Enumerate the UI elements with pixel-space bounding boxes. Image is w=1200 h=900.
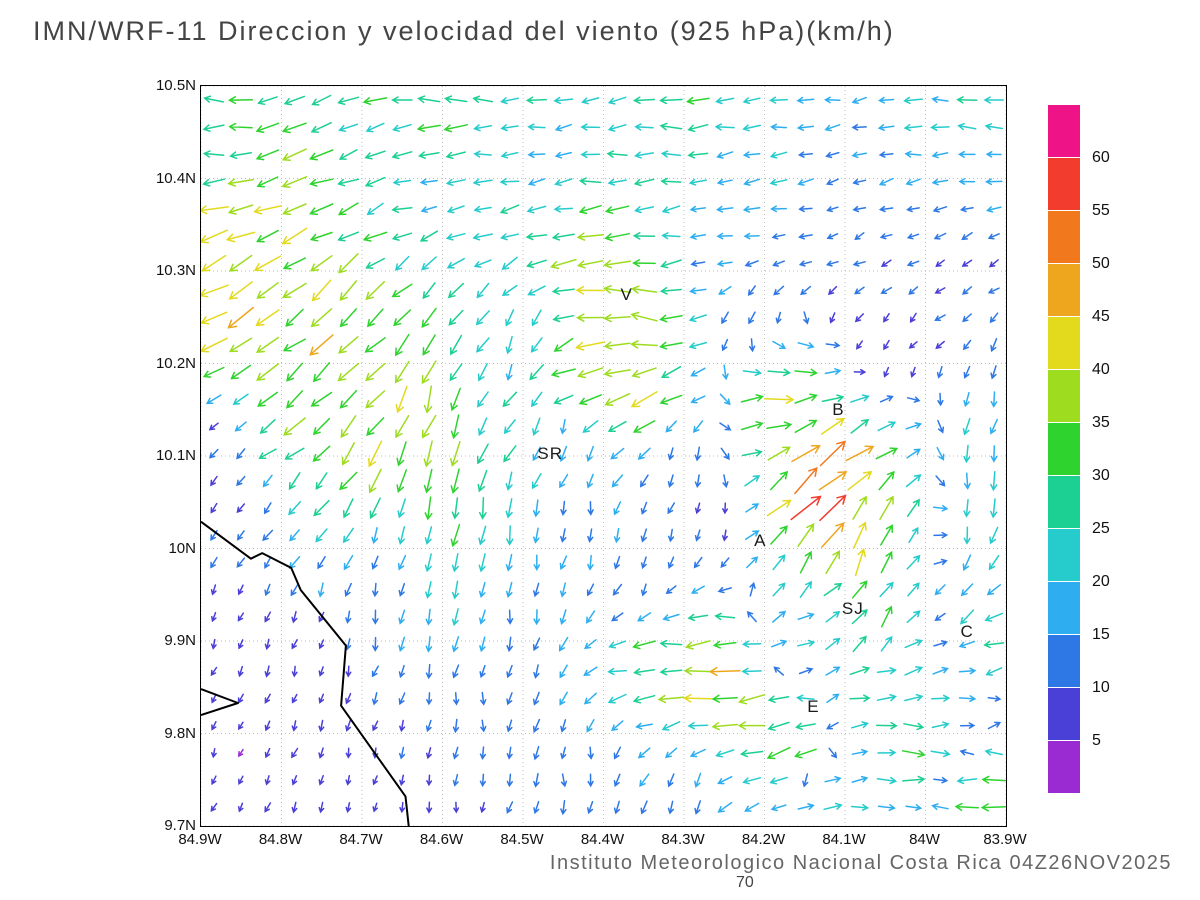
x-axis-tick-label: 84.6W (419, 831, 464, 848)
y-axis-tick-label: 10.5N (155, 77, 196, 94)
colorbar-block (1048, 635, 1080, 687)
colorbar-block (1048, 370, 1080, 422)
x-axis-tick-label: 84.1W (822, 831, 866, 848)
y-axis-tick-label: 10.2N (155, 354, 196, 372)
coastline (201, 520, 410, 826)
x-axis-tick-label: 84.8W (258, 831, 303, 848)
y-axis-tick-label: 10.3N (155, 262, 196, 279)
colorbar-tick-label: 5 (1092, 732, 1101, 749)
station-label: A (754, 530, 767, 550)
footer-credit: Instituto Meteorologico Nacional Costa R… (549, 852, 1172, 874)
y-axis-tick-label: 9.8N (164, 724, 196, 742)
x-axis-tick-label: 84.4W (580, 831, 625, 848)
colorbar-block (1048, 423, 1080, 475)
colorbar-tick-label: 35 (1092, 414, 1110, 431)
colorbar-block (1048, 317, 1080, 369)
colorbar (1048, 105, 1080, 794)
colorbar-block (1048, 211, 1080, 263)
y-axis-tick-label: 10N (168, 539, 196, 557)
x-axis-tick-label: 84.3W (661, 831, 705, 848)
x-axis-tick-label: 84.9W (178, 831, 222, 848)
grid-lines (201, 86, 1006, 826)
colorbar-tick-label: 10 (1092, 679, 1110, 696)
wind-vector-plot (201, 86, 1006, 826)
chart-title: IMN/WRF-11 Direccion y velocidad del vie… (33, 16, 895, 46)
x-axis-tick-label: 84.7W (339, 831, 383, 848)
colorbar-block (1048, 105, 1080, 157)
colorbar-tick-label: 15 (1092, 626, 1110, 643)
x-axis-tick-label: 84.2W (741, 831, 786, 848)
colorbar-tick-label: 30 (1092, 467, 1110, 484)
plot-area (200, 85, 1007, 827)
y-axis-tick-label: 10.1N (155, 447, 196, 464)
colorbar-block (1048, 582, 1080, 634)
colorbar-block (1048, 741, 1080, 793)
wind-arrows (201, 94, 1006, 816)
colorbar-block (1048, 529, 1080, 581)
colorbar-tick-label: 55 (1092, 202, 1110, 219)
station-label: E (807, 697, 820, 717)
footer-page-number: 70 (736, 874, 754, 891)
station-label: V (620, 284, 633, 304)
y-axis-tick-label: 10.4N (155, 169, 196, 187)
colorbar-tick-label: 20 (1092, 573, 1110, 590)
colorbar-block (1048, 476, 1080, 528)
colorbar-tick-label: 60 (1092, 149, 1110, 166)
colorbar-block (1048, 688, 1080, 740)
x-axis-tick-label: 84W (909, 831, 940, 848)
station-label: B (832, 399, 845, 419)
colorbar-tick-label: 50 (1092, 255, 1110, 272)
station-label: SR (537, 444, 563, 463)
colorbar-block (1048, 158, 1080, 210)
y-axis-tick-label: 9.7N (164, 817, 196, 834)
colorbar-tick-label: 40 (1092, 361, 1110, 378)
colorbar-tick-label: 25 (1092, 520, 1110, 537)
colorbar-block (1048, 264, 1080, 316)
station-label: C (960, 621, 974, 641)
colorbar-tick-label: 45 (1092, 308, 1110, 325)
x-axis-tick-label: 84.5W (500, 831, 544, 848)
x-axis-tick-label: 83.9W (983, 831, 1027, 848)
y-axis-tick-label: 9.9N (164, 632, 196, 649)
station-label: SJ (841, 599, 864, 619)
